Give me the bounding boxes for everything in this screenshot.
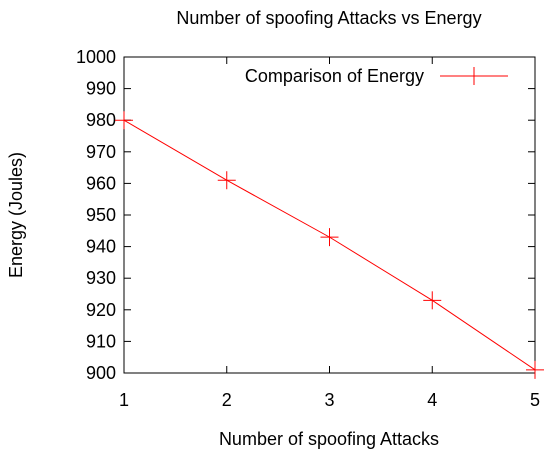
data-point bbox=[423, 291, 442, 310]
data-point bbox=[320, 228, 339, 247]
y-tick-label-930: 930 bbox=[86, 268, 116, 288]
y-tick-label-920: 920 bbox=[86, 300, 116, 320]
y-axis: 900 910 920 930 940 950 960 970 980 990 1000 bbox=[76, 47, 535, 383]
chart-title: Number of spoofing Attacks vs Energy bbox=[176, 8, 481, 28]
x-tick-label-3: 3 bbox=[324, 390, 334, 410]
x-tick-label-2: 2 bbox=[222, 390, 232, 410]
x-axis: 1 2 3 4 5 bbox=[119, 57, 540, 410]
x-axis-label: Number of spoofing Attacks bbox=[219, 429, 439, 449]
y-tick-label-940: 940 bbox=[86, 237, 116, 257]
y-axis-label: Energy (Joules) bbox=[6, 152, 26, 278]
legend: Comparison of Energy bbox=[245, 66, 508, 86]
data-point bbox=[217, 171, 236, 190]
y-tick-label-970: 970 bbox=[86, 142, 116, 162]
data-point bbox=[115, 111, 133, 130]
data-point bbox=[526, 360, 544, 379]
y-tick-label-960: 960 bbox=[86, 173, 116, 193]
y-tick-label-980: 980 bbox=[86, 110, 116, 130]
y-tick-label-950: 950 bbox=[86, 205, 116, 225]
series-layer bbox=[115, 111, 544, 379]
x-tick-label-5: 5 bbox=[530, 390, 540, 410]
y-tick-label-990: 990 bbox=[86, 79, 116, 99]
y-tick-label-910: 910 bbox=[86, 331, 116, 351]
y-tick-label-900: 900 bbox=[86, 363, 116, 383]
legend-marker bbox=[465, 67, 483, 85]
x-tick-label-1: 1 bbox=[119, 390, 129, 410]
plot-frame bbox=[123, 56, 536, 374]
y-tick-label-1000: 1000 bbox=[76, 47, 116, 67]
legend-label-comparison-of-energy: Comparison of Energy bbox=[245, 66, 424, 86]
x-tick-label-4: 4 bbox=[427, 390, 437, 410]
